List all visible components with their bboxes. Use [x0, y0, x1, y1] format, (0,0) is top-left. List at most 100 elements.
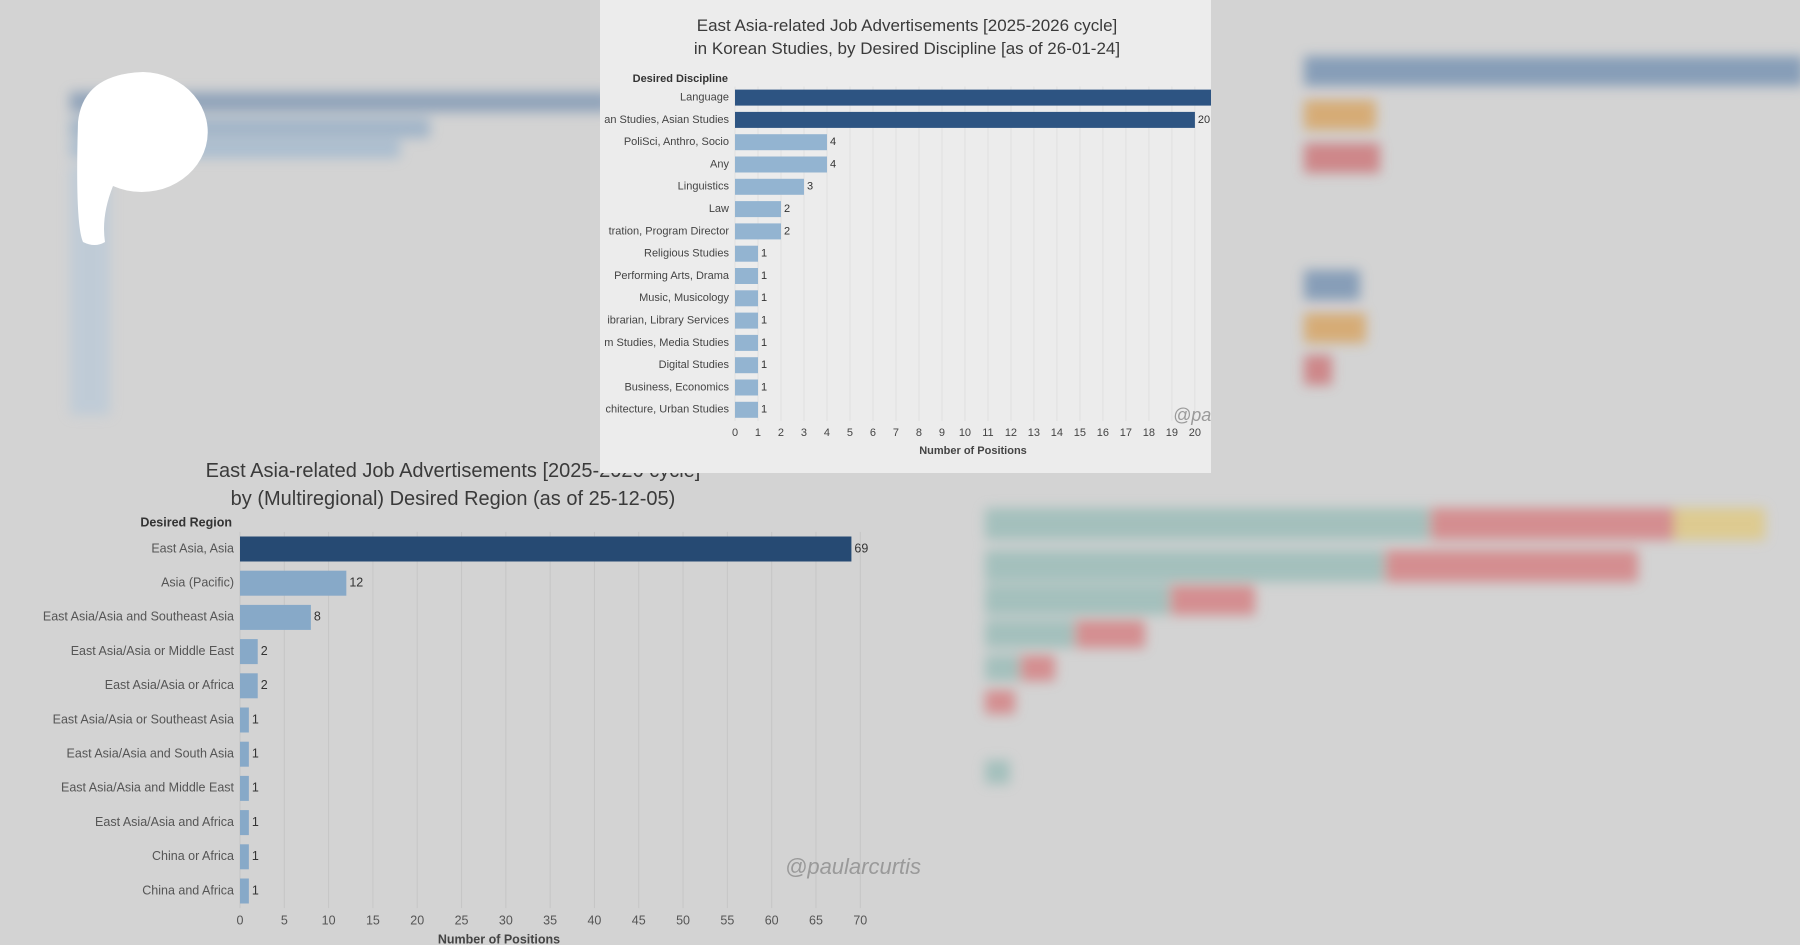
x-tick-label: 15 [366, 913, 380, 927]
category-label: Linguistics [678, 181, 730, 193]
chart-title: East Asia-related Job Advertisements [20… [693, 16, 1121, 58]
value-label: 2 [784, 225, 790, 237]
watermark: @paular [1173, 405, 1211, 425]
category-label: China and Africa [142, 883, 234, 897]
x-tick-label: 18 [1143, 427, 1155, 439]
category-label: East Asia/Asia and Middle East [61, 781, 235, 795]
value-label: 1 [252, 746, 259, 760]
x-tick-label: 10 [959, 427, 971, 439]
value-label: 1 [252, 849, 259, 863]
x-tick-label: 17 [1120, 427, 1132, 439]
bar [735, 312, 758, 329]
value-label: 1 [761, 337, 767, 349]
category-label: East Asia/Asia or Middle East [71, 644, 235, 658]
x-axis-title: Number of Positions [919, 445, 1027, 457]
value-label: 4 [830, 158, 836, 170]
category-label: East Asia/Asia and Africa [95, 815, 234, 829]
category-label: East Asia, Asia [151, 541, 234, 555]
bar [735, 334, 758, 351]
value-label: 8 [314, 610, 321, 624]
x-tick-label: 13 [1028, 427, 1040, 439]
value-label: 1 [252, 815, 259, 829]
bar [735, 201, 781, 218]
value-label: 3 [807, 181, 813, 193]
value-label: 1 [761, 359, 767, 371]
x-axis-title: Number of Positions [438, 932, 560, 945]
x-tick-label: 25 [455, 913, 469, 927]
watermark: @paularcurtis [785, 854, 921, 879]
bar [735, 223, 781, 240]
x-tick-label: 65 [809, 913, 823, 927]
category-label: China or Africa [152, 849, 234, 863]
category-label: East Asia/Asia and Southeast Asia [43, 610, 234, 624]
x-tick-label: 60 [765, 913, 779, 927]
category-label: Religious Studies [644, 248, 729, 260]
x-tick-label: 0 [732, 427, 738, 439]
value-label: 2 [784, 203, 790, 215]
bar [240, 604, 311, 630]
bar [240, 536, 852, 562]
x-tick-label: 9 [939, 427, 945, 439]
x-tick-label: 8 [916, 427, 922, 439]
x-tick-label: 20 [410, 913, 424, 927]
bar [240, 570, 347, 596]
x-tick-label: 19 [1166, 427, 1178, 439]
x-tick-label: 2 [778, 427, 784, 439]
bar [735, 245, 758, 262]
value-label: 2 [261, 644, 268, 658]
x-tick-label: 5 [847, 427, 853, 439]
category-label: ibrarian, Library Services [607, 315, 729, 327]
x-tick-label: 50 [676, 913, 690, 927]
x-tick-label: 20 [1189, 427, 1201, 439]
category-label: Digital Studies [659, 359, 730, 371]
value-label: 1 [761, 270, 767, 282]
bar [240, 878, 249, 904]
value-label: 12 [349, 575, 363, 589]
blurred-charts [70, 56, 1800, 784]
x-tick-label: 12 [1005, 427, 1017, 439]
bar [240, 707, 249, 733]
chart: 0 5 10 15 20 25 30 35 40 45 50 55 60 65 70 Number of Po… [43, 515, 921, 945]
x-tick-label: 11 [982, 427, 993, 439]
bar [240, 844, 249, 870]
x-tick-label: 0 [237, 913, 244, 927]
category-label: PoliSci, Anthro, Socio [624, 136, 729, 148]
bar [735, 89, 1211, 106]
category-label: Asia (Pacific) [161, 575, 234, 589]
x-tick-label: 15 [1074, 427, 1086, 439]
category-label: an Studies, Asian Studies [604, 114, 729, 126]
value-label: 1 [761, 381, 767, 393]
category-label: East Asia/Asia or Southeast Asia [53, 712, 234, 726]
bar [735, 379, 758, 396]
category-label: Business, Economics [624, 381, 729, 393]
bar [240, 741, 249, 767]
value-label: 1 [252, 712, 259, 726]
bar [240, 775, 249, 801]
bar [735, 290, 758, 307]
x-tick-label: 55 [720, 913, 734, 927]
category-label: Language [680, 92, 729, 104]
value-label: 20 [1198, 114, 1210, 126]
bar [735, 357, 758, 374]
x-tick-label: 7 [893, 427, 899, 439]
x-tick-label: 4 [824, 427, 830, 439]
category-label: m Studies, Media Studies [604, 337, 729, 349]
value-label: 1 [252, 781, 259, 795]
category-label: East Asia/Asia or Africa [105, 678, 234, 692]
bar [240, 639, 258, 665]
category-label: East Asia/Asia and South Asia [67, 746, 235, 760]
logo [77, 72, 208, 245]
value-label: 4 [830, 136, 836, 148]
category-axis-title: Desired Discipline [633, 73, 728, 85]
value-label: 1 [252, 883, 259, 897]
x-tick-label: 40 [587, 913, 601, 927]
value-label: 2 [261, 678, 268, 692]
category-axis-title: Desired Region [140, 515, 232, 529]
x-tick-label: 70 [853, 913, 867, 927]
x-tick-label: 1 [755, 427, 761, 439]
category-label: Performing Arts, Drama [614, 270, 730, 282]
bar [735, 178, 804, 195]
